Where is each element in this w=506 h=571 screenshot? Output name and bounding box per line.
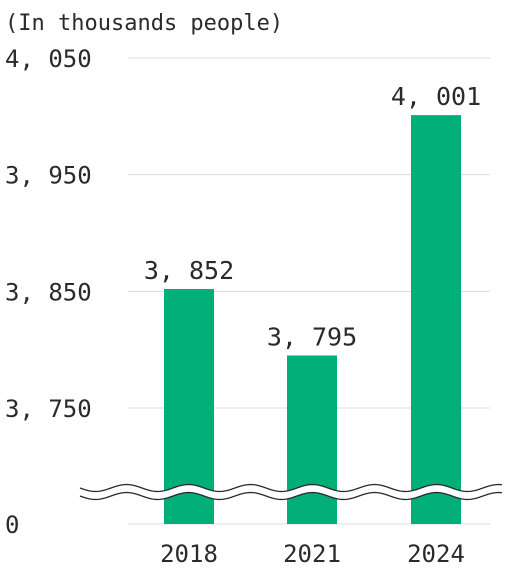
y-tick-labels: 4, 050 3, 950 3, 850 3, 750 0 xyxy=(5,45,92,539)
y-tick-label: 3, 750 xyxy=(5,395,92,423)
axis-break-line-upper xyxy=(79,483,503,493)
y-tick-label: 3, 850 xyxy=(5,278,92,306)
x-tick-label-2018: 2018 xyxy=(160,540,218,566)
y-tick-label: 0 xyxy=(5,511,19,539)
axis-break-line-lower xyxy=(79,491,503,501)
data-label-2021: 3, 795 xyxy=(267,323,357,352)
x-tick-labels: 2018 2021 2024 xyxy=(160,540,465,568)
x-tick-label-2024: 2024 xyxy=(407,540,465,566)
axis-break xyxy=(79,483,503,501)
bar-2021 xyxy=(287,355,337,524)
x-tick-label-2021: 2021 xyxy=(283,540,341,566)
y-tick-label: 3, 950 xyxy=(5,162,92,190)
data-labels: 3, 852 3, 795 4, 001 xyxy=(144,82,481,351)
data-label-2018: 3, 852 xyxy=(144,256,234,285)
bars xyxy=(164,115,461,525)
bar-2024 xyxy=(411,115,461,525)
axis-break-gap xyxy=(80,484,502,500)
y-tick-label: 4, 050 xyxy=(5,45,92,73)
unit-label: (In thousands people) xyxy=(5,11,283,36)
data-label-2024: 4, 001 xyxy=(391,82,481,111)
